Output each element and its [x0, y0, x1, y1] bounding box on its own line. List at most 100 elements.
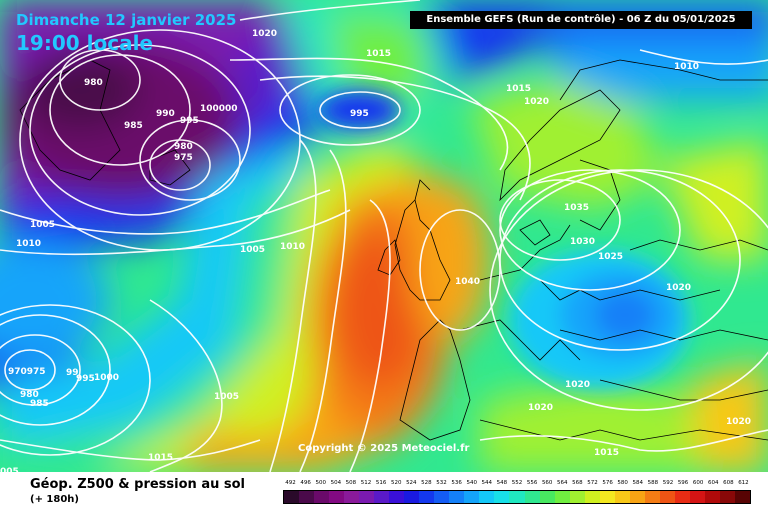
legend-swatch	[404, 491, 420, 503]
isobar-label: 975	[174, 153, 193, 163]
isobar-label: 1010	[280, 242, 305, 252]
isobar-label: 1010	[16, 239, 41, 249]
legend-label: 508	[345, 480, 357, 486]
legend-label: 528	[421, 480, 432, 486]
model-run-banner: Ensemble GEFS (Run de contrôle) - 06 Z d…	[410, 11, 752, 29]
legend-label: 604	[708, 480, 719, 486]
legend-swatch	[719, 491, 735, 503]
isobar-label: 1010	[674, 62, 699, 72]
legend-swatch	[344, 491, 360, 503]
geopotential-field	[0, 0, 768, 472]
legend-label: 540	[466, 480, 477, 486]
legend-label: 500	[315, 480, 326, 486]
legend-swatch	[614, 491, 630, 503]
legend-label: 580	[617, 480, 628, 486]
legend-label: 552	[511, 480, 523, 486]
legend-swatch	[359, 491, 375, 503]
legend-swatch	[509, 491, 525, 503]
legend-swatch	[734, 491, 750, 503]
legend-swatch	[674, 491, 690, 503]
legend-label: 556	[526, 480, 538, 486]
legend-label: 564	[557, 480, 568, 486]
legend-swatch	[299, 491, 315, 503]
legend-label: 600	[692, 480, 704, 486]
z500-pressure-map: 1020 1015 1010 1015 1020 980 985 990 995…	[0, 0, 768, 472]
isobar-label: 99	[66, 368, 79, 378]
legend-label: 584	[632, 480, 644, 486]
legend-swatch	[704, 491, 720, 503]
legend-label: 520	[390, 480, 402, 486]
isobar-label: 1005	[240, 245, 265, 255]
isobar-label: 980	[84, 78, 103, 88]
copyright-notice: Copyright © 2025 Meteociel.fr	[298, 443, 470, 454]
legend-label: 504	[330, 480, 342, 486]
isobar-label: 995	[350, 109, 369, 119]
isobar-label: 1015	[148, 453, 173, 463]
isobar-label: 980	[174, 142, 193, 152]
isobar-label: 980	[20, 390, 39, 400]
isobar-label: 1030	[570, 237, 595, 247]
isobar-label: 985	[30, 399, 49, 409]
legend-swatch	[524, 491, 540, 503]
isobar-labels: 1020 1015 1010 1015 1020 980 985 990 995…	[0, 29, 751, 472]
isobar-label: 1005	[30, 220, 55, 230]
legend-label: 576	[602, 480, 613, 486]
legend-swatch	[539, 491, 555, 503]
isobar-label: 1020	[666, 283, 691, 293]
isobar-label: 1040	[455, 277, 480, 287]
forecast-local-time: 19:00 locale	[16, 31, 153, 55]
isobar-label: 1025	[598, 252, 623, 262]
legend-label: 608	[723, 480, 734, 486]
legend-label: 536	[451, 480, 462, 486]
legend-swatch	[464, 491, 480, 503]
isobar-label: 1035	[564, 203, 589, 213]
isobar-label: 1020	[252, 29, 277, 39]
legend-label: 592	[662, 480, 674, 486]
legend-label: 548	[496, 480, 508, 486]
legend-swatch	[644, 491, 660, 503]
legend-swatch	[284, 491, 300, 503]
legend-swatch	[599, 491, 615, 503]
map-footer: Géop. Z500 & pression au sol (+ 180h) 49…	[0, 472, 768, 512]
legend-label: 492	[285, 480, 296, 486]
legend-label: 524	[406, 480, 417, 486]
legend-label: 612	[738, 480, 749, 486]
legend-swatch	[689, 491, 705, 503]
legend-label: 512	[360, 480, 372, 486]
isobar-label: 005	[0, 467, 19, 472]
isobar-label: 100000	[200, 104, 238, 114]
legend-swatch	[419, 491, 435, 503]
legend-swatch	[659, 491, 675, 503]
legend-swatch	[449, 491, 465, 503]
legend-swatch	[434, 491, 450, 503]
legend-label: 516	[375, 480, 387, 486]
coastlines	[19, 59, 768, 441]
isobar-label: 1000	[94, 373, 119, 383]
isobar-label: 1015	[594, 448, 619, 458]
legend-swatch	[329, 491, 345, 503]
isobars	[0, 0, 768, 472]
legend-swatch	[389, 491, 405, 503]
isobar-label: 1015	[366, 49, 391, 59]
isobar-label: 990	[156, 109, 175, 119]
forecast-date: Dimanche 12 janvier 2025	[16, 11, 237, 29]
legend-label: 560	[541, 480, 553, 486]
legend-swatch	[479, 491, 495, 503]
isobar-label: 1020	[524, 97, 549, 107]
legend-label: 572	[587, 480, 598, 486]
legend-swatch	[584, 491, 600, 503]
isobar-label: 1005	[214, 392, 239, 402]
legend-swatch	[629, 491, 645, 503]
legend-swatch	[314, 491, 330, 503]
legend-label: 496	[300, 480, 311, 486]
legend-label: 532	[436, 480, 447, 486]
isobar-label: 970975	[8, 367, 46, 377]
legend-swatch	[494, 491, 510, 503]
legend-label: 544	[481, 480, 493, 486]
isobar-label: 995	[76, 374, 95, 384]
isobar-label: 1015	[506, 84, 531, 94]
legend-label: 588	[647, 480, 659, 486]
color-legend-labels: 492 496 500 504 508 512 516 520 524 528 532 536 540 5…	[283, 480, 751, 490]
legend-swatch	[554, 491, 570, 503]
